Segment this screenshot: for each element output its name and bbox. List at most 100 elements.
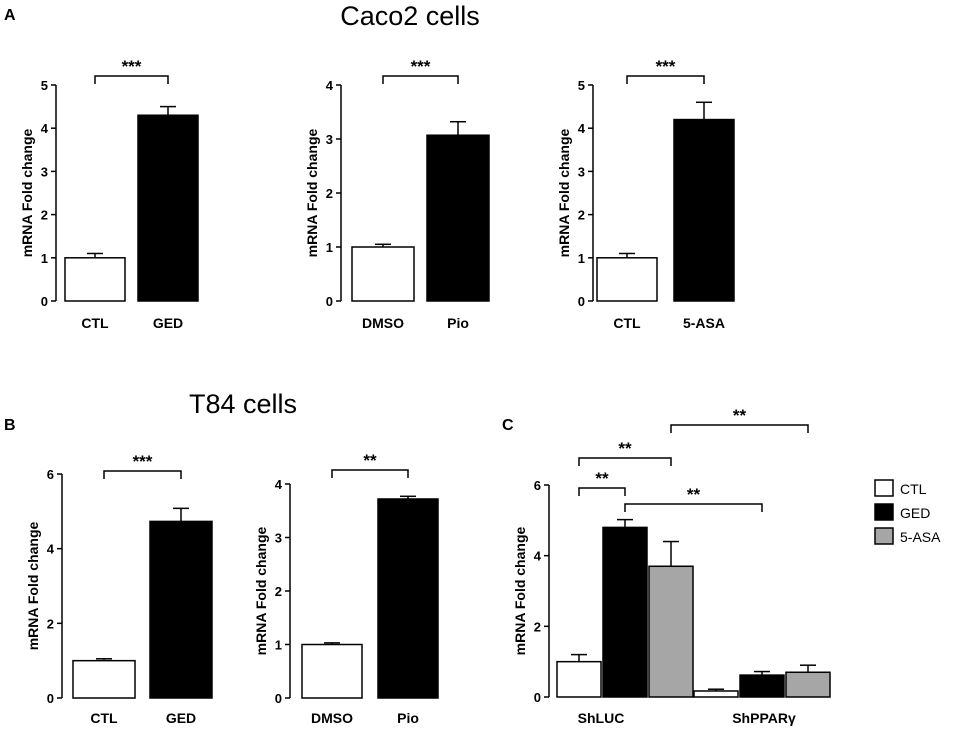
significance-bracket [382,75,459,84]
legend-swatch-5-asa [874,527,894,545]
significance-bracket [670,424,809,433]
x-category-label: DMSO [311,710,353,726]
y-tick-label: 4 [326,78,334,93]
y-tick-label: 1 [41,251,48,266]
x-category-label: GED [153,315,183,331]
panel-label-b: B [4,417,16,434]
y-tick-label: 4 [534,549,542,564]
y-tick-label: 4 [578,121,586,136]
significance-label: ** [595,469,609,488]
panel-label-c: C [502,417,514,434]
chart-a3: 0 1 2 3 4 5 mRNA Fold change CTL 5-ASA *** [556,57,735,331]
x-category-label: CTL [613,315,641,331]
y-tick-label: 1 [578,251,585,266]
y-tick-label: 2 [47,616,54,631]
bar-ged [149,520,213,699]
bar-ctl [64,257,126,302]
significance-bracket [578,487,626,496]
x-category-label: CTL [81,315,109,331]
panel-label-a: A [4,7,16,24]
x-category-label: Pio [447,315,469,331]
bar-ctl [596,257,658,302]
y-tick-label: 0 [326,294,333,309]
y-axis-label: mRNA Fold change [253,526,269,655]
significance-bracket [626,75,705,84]
y-tick-label: 3 [275,531,282,546]
x-category-label: CTL [90,710,118,726]
y-tick-label: 3 [326,132,333,147]
significance-bracket [103,470,182,479]
y-axis-label: mRNA Fold change [556,128,572,257]
y-tick-label: 2 [578,208,585,223]
y-tick-label: 1 [275,638,282,653]
y-axis-label: mRNA Fold change [304,128,320,257]
bar-ged-0 [602,526,648,698]
bar-ged-1 [739,674,785,698]
x-category-label: 5-ASA [683,315,725,331]
significance-bracket [624,503,763,512]
significance-label: ** [618,439,632,458]
y-tick-label: 3 [578,164,585,179]
legend-label: CTL [900,481,927,497]
y-tick-label: 2 [326,186,333,201]
significance-label: *** [122,57,142,76]
section-title-t84: T84 cells [189,389,297,419]
significance-label: ** [733,406,747,425]
x-category-label: GED [166,710,196,726]
y-tick-label: 0 [47,691,54,706]
legend-swatch-ctl [874,479,894,497]
section-title-caco2: Caco2 cells [340,1,480,31]
legend: CTL GED 5-ASA [874,479,941,545]
y-tick-label: 6 [534,478,541,493]
y-tick-label: 0 [275,691,282,706]
significance-label: ** [363,451,377,470]
y-tick-label: 0 [578,294,585,309]
bar-pio [377,498,439,699]
significance-label: *** [133,452,153,471]
y-tick-label: 6 [47,467,54,482]
bar-ged [137,114,199,302]
y-tick-label: 5 [578,78,585,93]
y-axis-label: mRNA Fold change [19,128,35,257]
y-axis-label: mRNA Fold change [512,526,528,655]
chart-c: 0 2 4 6 mRNA Fold change ShLUC ShPPARγ ** ** ** **… [512,406,941,726]
x-category-label: DMSO [362,315,404,331]
bar-5-asa-1 [785,671,831,698]
significance-bracket [578,457,672,466]
significance-label: *** [656,57,676,76]
x-category-label: ShPPARγ [732,710,796,726]
bar-ctl-1 [693,690,739,698]
y-tick-label: 2 [275,584,282,599]
bar-dmso [351,246,415,302]
y-tick-label: 5 [41,78,48,93]
significance-label: ** [687,485,701,504]
bar-5-asa-0 [648,565,694,698]
legend-label: 5-ASA [900,529,941,545]
legend-swatch-ged [874,503,894,521]
y-tick-label: 2 [534,619,541,634]
chart-a1: 0 1 2 3 4 5 mRNA Fold change CTL GED *** [19,57,199,331]
chart-b2: 0 1 2 3 4 mRNA Fold change DMSO Pio ** [253,451,439,726]
significance-bracket [331,469,409,478]
charts-layer: 0 1 2 3 4 5 mRNA Fold change CTL GED *** 0 1 2 3 4 mRNA… [19,57,941,726]
y-tick-label: 4 [275,477,283,492]
y-tick-label: 0 [41,294,48,309]
chart-a2: 0 1 2 3 4 mRNA Fold change DMSO Pio *** [304,57,490,331]
y-tick-label: 0 [534,690,541,705]
bar-dmso [301,643,363,699]
legend-label: GED [900,505,930,521]
significance-bracket [94,75,169,84]
bar-ctl-0 [556,660,602,698]
bar-pio [426,134,490,302]
y-tick-label: 3 [41,164,48,179]
x-category-label: ShLUC [578,710,625,726]
chart-b1: 0 2 4 6 mRNA Fold change CTL GED *** [25,452,213,726]
y-tick-label: 4 [47,542,55,557]
y-tick-label: 1 [326,240,333,255]
x-category-label: Pio [397,710,419,726]
bar-5-asa [673,118,735,302]
y-tick-label: 2 [41,208,48,223]
bar-ctl [72,659,136,699]
y-axis-label: mRNA Fold change [25,521,41,650]
